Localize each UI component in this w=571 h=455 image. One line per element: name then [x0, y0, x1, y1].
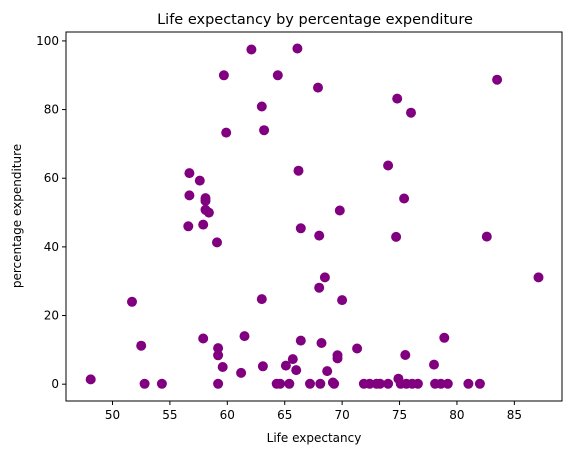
data-point-0 — [85, 374, 96, 385]
data-point-11 — [200, 195, 211, 206]
y-tick-label-100: 100 — [36, 34, 59, 48]
data-point-18 — [217, 362, 228, 372]
y-tick-label-40: 40 — [44, 240, 59, 254]
data-point-60 — [383, 378, 394, 389]
x-tick-label-70: 70 — [334, 408, 349, 422]
data-point-68 — [406, 107, 416, 118]
data-point-34 — [287, 354, 298, 365]
data-point-3 — [139, 378, 150, 389]
data-point-76 — [463, 378, 474, 389]
data-point-59 — [383, 160, 394, 171]
data-point-42 — [314, 230, 325, 241]
data-point-74 — [439, 332, 450, 343]
data-point-73 — [435, 378, 446, 389]
x-tick-label-80: 80 — [449, 408, 464, 422]
data-point-66 — [400, 350, 411, 360]
data-point-61 — [391, 231, 402, 242]
y-tick-label-60: 60 — [44, 171, 59, 185]
data-point-71 — [429, 359, 439, 370]
data-point-6 — [184, 190, 195, 201]
data-point-77 — [474, 378, 485, 389]
data-point-23 — [239, 331, 250, 342]
y-tick-label-0: 0 — [51, 377, 59, 391]
data-point-28 — [257, 361, 268, 372]
data-point-49 — [329, 378, 340, 389]
data-point-80 — [533, 272, 544, 283]
data-point-22 — [236, 367, 247, 378]
y-tick-label-80: 80 — [44, 103, 59, 117]
data-point-43 — [314, 282, 325, 293]
data-point-37 — [293, 165, 304, 176]
x-axis: 50 55 60 65 70 75 80 85 — [105, 401, 522, 422]
data-point-16 — [213, 343, 224, 354]
data-point-21 — [221, 127, 232, 138]
data-point-41 — [313, 82, 323, 93]
x-tick-label-65: 65 — [277, 408, 292, 422]
data-point-53 — [337, 295, 348, 306]
data-point-78 — [481, 231, 492, 242]
plot-area-frame — [65, 31, 563, 402]
data-point-35 — [291, 365, 302, 376]
data-point-27 — [256, 294, 267, 305]
data-point-26 — [259, 125, 270, 136]
data-point-56 — [364, 378, 375, 389]
data-point-62 — [392, 93, 403, 104]
y-axis-label: percentage expenditure — [10, 144, 24, 288]
data-point-29 — [272, 70, 283, 81]
data-point-40 — [305, 378, 315, 389]
data-point-46 — [319, 272, 330, 283]
data-point-17 — [213, 350, 224, 361]
data-point-19 — [213, 378, 224, 389]
data-point-5 — [184, 168, 195, 179]
data-point-9 — [198, 219, 209, 230]
data-point-15 — [212, 237, 222, 248]
data-point-25 — [256, 101, 267, 112]
data-point-65 — [399, 193, 410, 204]
data-point-13 — [203, 207, 214, 218]
data-point-54 — [352, 343, 363, 354]
x-tick-label-50: 50 — [105, 408, 120, 422]
data-point-1 — [127, 296, 137, 307]
data-point-24 — [246, 44, 257, 55]
data-point-33 — [284, 378, 295, 389]
data-point-79 — [492, 74, 503, 85]
data-point-52 — [334, 205, 345, 216]
x-axis-label: Life expectancy — [267, 431, 362, 445]
data-point-2 — [136, 340, 147, 351]
data-point-44 — [315, 378, 326, 389]
data-point-70 — [412, 378, 423, 389]
data-point-8 — [194, 175, 205, 186]
data-point-51 — [332, 353, 343, 364]
data-point-45 — [316, 338, 327, 348]
data-point-36 — [292, 43, 303, 54]
data-point-75 — [442, 378, 453, 389]
chart-title: Life expectancy by percentage expenditur… — [157, 12, 473, 28]
data-point-39 — [295, 335, 306, 346]
data-point-32 — [280, 360, 291, 371]
y-axis: 0 20 40 60 80 100 — [36, 34, 66, 391]
points-layer — [85, 43, 544, 389]
x-tick-label-60: 60 — [220, 408, 235, 422]
data-point-20 — [218, 70, 229, 81]
x-tick-label-55: 55 — [162, 408, 177, 422]
x-tick-label-85: 85 — [507, 408, 522, 422]
y-tick-label-20: 20 — [44, 309, 59, 323]
data-point-31 — [275, 378, 286, 389]
x-tick-label-75: 75 — [392, 408, 407, 422]
data-point-38 — [295, 223, 306, 234]
data-point-14 — [198, 333, 209, 344]
data-point-47 — [322, 366, 333, 377]
data-point-4 — [156, 378, 167, 389]
data-point-58 — [375, 378, 385, 389]
data-point-7 — [183, 221, 194, 232]
